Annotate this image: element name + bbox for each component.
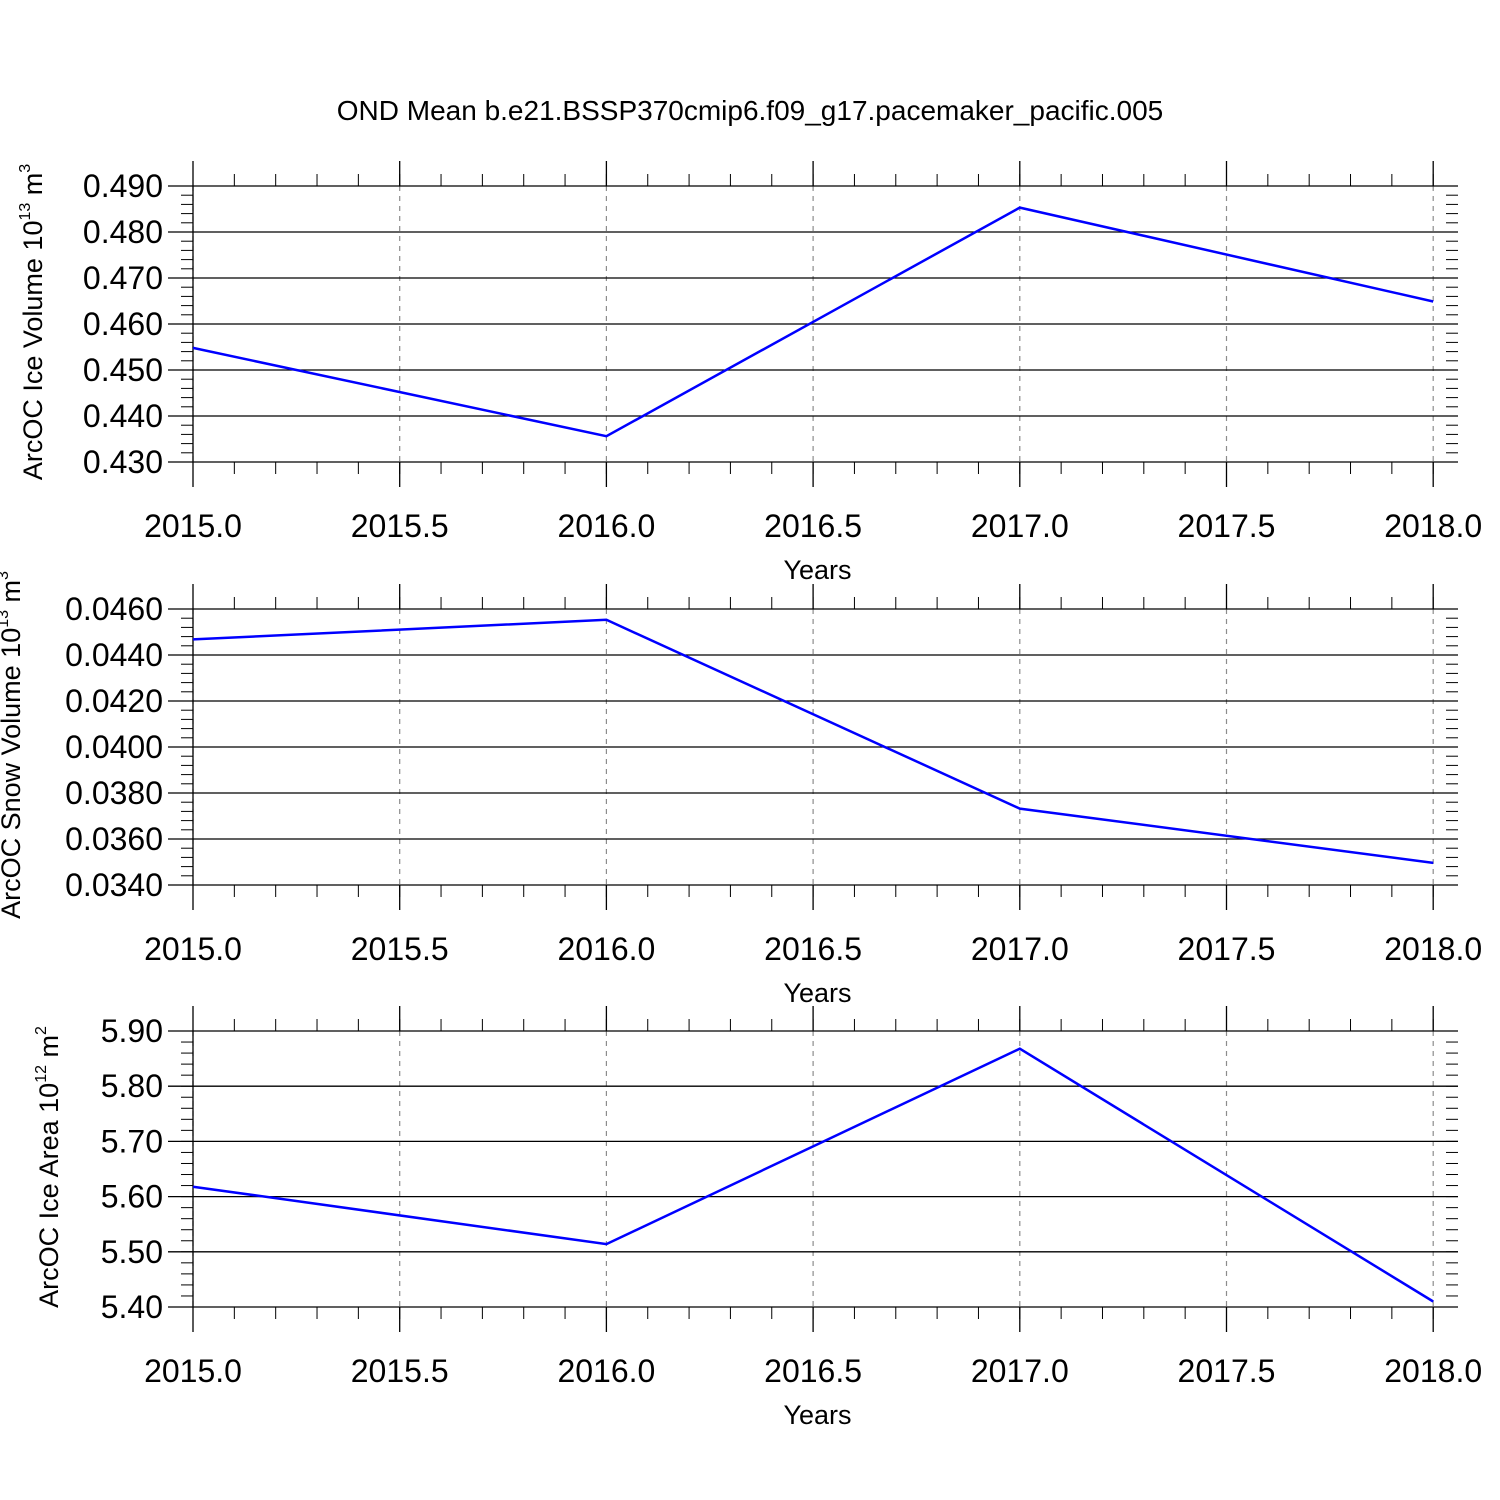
y-tick-label: 5.70 bbox=[101, 1123, 163, 1159]
y-tick-label: 0.0440 bbox=[65, 637, 163, 673]
x-tick-label: 2018.0 bbox=[1384, 931, 1482, 967]
series-line bbox=[192, 618, 1434, 865]
y-axis-label-exponent: 12 bbox=[33, 1065, 50, 1083]
y-tick-label: 5.50 bbox=[101, 1234, 163, 1270]
y-axis-label: ArcOC Snow Volume 1013 m3 bbox=[0, 571, 26, 919]
x-tick-label: 2015.5 bbox=[351, 508, 449, 544]
y-tick-label: 0.0460 bbox=[65, 591, 163, 627]
y-tick-label: 5.80 bbox=[101, 1068, 163, 1104]
y-axis-label-exponent: 2 bbox=[33, 1026, 50, 1035]
y-axis-label-exponent: 3 bbox=[0, 571, 12, 580]
x-tick-label: 2017.0 bbox=[971, 508, 1069, 544]
y-axis-label-text: m bbox=[18, 173, 48, 203]
y-axis-label-text: ArcOC Ice Volume 10 bbox=[18, 221, 48, 481]
x-tick-label: 2016.0 bbox=[557, 931, 655, 967]
y-tick-label: 5.90 bbox=[101, 1013, 163, 1049]
x-tick-label: 2018.0 bbox=[1384, 1353, 1482, 1389]
x-tick-label: 2018.0 bbox=[1384, 508, 1482, 544]
chart-panel: 2015.0 2015.5 2016.0 2016.5 2017.0 2017.5 2018… bbox=[17, 161, 1482, 585]
x-axis-label: Years bbox=[783, 1400, 851, 1430]
x-tick-label: 2016.0 bbox=[557, 1353, 655, 1389]
x-tick-label: 2015.0 bbox=[144, 1353, 242, 1389]
y-tick-label: 0.470 bbox=[83, 260, 163, 296]
x-tick-label: 2016.5 bbox=[764, 508, 862, 544]
chart-title: OND Mean b.e21.BSSP370cmip6.f09_g17.pace… bbox=[337, 95, 1164, 126]
y-tick-label: 0.480 bbox=[83, 214, 163, 250]
y-axis-label-exponent: 13 bbox=[0, 610, 12, 628]
y-tick-label: 0.0400 bbox=[65, 729, 163, 765]
x-tick-label: 2015.0 bbox=[144, 931, 242, 967]
chart-panel: 2015.0 2015.5 2016.0 2016.5 2017.0 2017.5 2018… bbox=[0, 571, 1482, 1008]
y-tick-label: 0.440 bbox=[83, 398, 163, 434]
y-axis-label-text: ArcOC Ice Area 10 bbox=[34, 1083, 64, 1308]
x-tick-label: 2015.5 bbox=[351, 1353, 449, 1389]
x-tick-label: 2015.5 bbox=[351, 931, 449, 967]
y-axis-label-text: m bbox=[0, 580, 26, 610]
y-tick-label: 0.0380 bbox=[65, 775, 163, 811]
y-axis-label: ArcOC Ice Area 1012 m2 bbox=[33, 1026, 64, 1308]
series-line bbox=[192, 1047, 1434, 1303]
y-axis-label: ArcOC Ice Volume 1013 m3 bbox=[17, 164, 48, 480]
y-tick-label: 5.40 bbox=[101, 1289, 163, 1325]
x-axis-label: Years bbox=[783, 555, 851, 585]
x-tick-label: 2016.0 bbox=[557, 508, 655, 544]
y-tick-label: 0.460 bbox=[83, 306, 163, 342]
x-tick-label: 2017.5 bbox=[1178, 931, 1276, 967]
x-tick-label: 2017.5 bbox=[1178, 508, 1276, 544]
x-tick-label: 2017.0 bbox=[971, 931, 1069, 967]
x-axis-label: Years bbox=[783, 978, 851, 1008]
series-line bbox=[192, 206, 1434, 438]
x-tick-label: 2016.5 bbox=[764, 931, 862, 967]
y-tick-label: 0.0360 bbox=[65, 821, 163, 857]
y-axis-label-exponent: 13 bbox=[17, 203, 34, 221]
chart-panel: 2015.0 2015.5 2016.0 2016.5 2017.0 2017.5 2018… bbox=[33, 1006, 1482, 1430]
y-axis-label-text: ArcOC Snow Volume 10 bbox=[0, 628, 26, 919]
y-tick-label: 0.0420 bbox=[65, 683, 163, 719]
x-tick-label: 2016.5 bbox=[764, 1353, 862, 1389]
y-tick-label: 5.60 bbox=[101, 1179, 163, 1215]
y-tick-label: 0.430 bbox=[83, 444, 163, 480]
x-tick-label: 2015.0 bbox=[144, 508, 242, 544]
y-axis-label-text: m bbox=[34, 1035, 64, 1065]
x-tick-label: 2017.5 bbox=[1178, 1353, 1276, 1389]
y-tick-label: 0.490 bbox=[83, 168, 163, 204]
y-tick-label: 0.0340 bbox=[65, 867, 163, 903]
y-axis-label-exponent: 3 bbox=[17, 164, 34, 173]
y-tick-label: 0.450 bbox=[83, 352, 163, 388]
x-tick-label: 2017.0 bbox=[971, 1353, 1069, 1389]
